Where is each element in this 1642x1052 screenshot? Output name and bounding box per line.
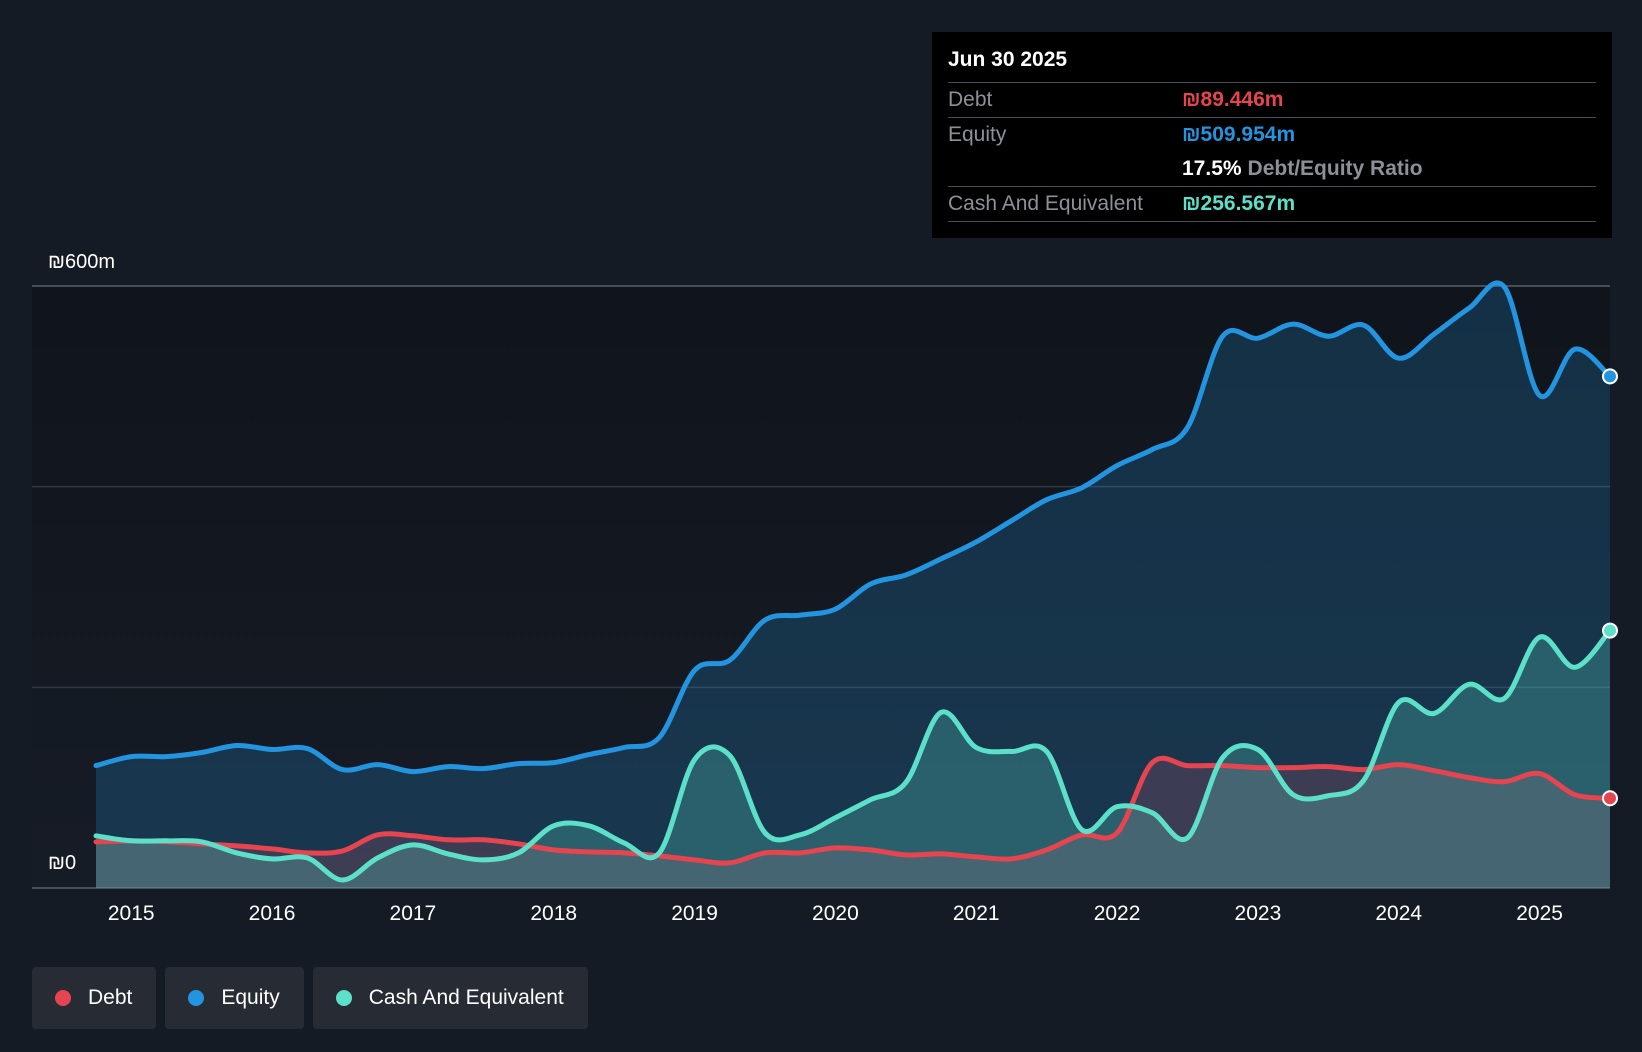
cash-and-equivalent-end-point [1602, 622, 1618, 639]
tooltip-cash-value: ₪256.567m [1182, 192, 1296, 215]
legend-cash-label: Cash And Equivalent [368, 986, 564, 1009]
equity-line [93, 280, 1613, 775]
tooltip-equity-value: ₪509.954m [1182, 123, 1296, 146]
debt-dot-icon [55, 990, 71, 1006]
plot-background [32, 286, 1610, 888]
cash-dot-icon [335, 990, 352, 1006]
chart-legend: Debt Equity Cash And Equivalent [32, 967, 588, 1029]
legend-debt-label: Debt [88, 986, 133, 1009]
x-tick-2020: 2020 [812, 902, 859, 925]
x-tick-2022: 2022 [1094, 902, 1141, 925]
x-tick-2018: 2018 [530, 902, 577, 925]
x-tick-2016: 2016 [249, 902, 296, 925]
y-axis-zero-label: ₪0 [48, 852, 77, 874]
debt-line [93, 755, 1613, 866]
tooltip-cash-label: Cash And Equivalent [948, 192, 1143, 215]
debt-end-point [1602, 790, 1618, 807]
tooltip-debt-label: Debt [948, 88, 993, 111]
equity-area [96, 282, 1610, 888]
legend-item-debt[interactable]: Debt [32, 967, 157, 1029]
tooltip-debt-row: Debt ₪89.446m [948, 82, 1596, 117]
x-tick-2025: 2025 [1516, 902, 1563, 925]
x-tick-2015: 2015 [108, 902, 155, 925]
x-tick-2019: 2019 [671, 902, 718, 925]
equity-dot-icon [188, 990, 205, 1006]
legend-item-cash[interactable]: Cash And Equivalent [312, 967, 588, 1029]
tooltip-date: Jun 30 2025 [948, 48, 1068, 71]
tooltip-equity-label: Equity [948, 123, 1007, 146]
tooltip-ratio-value: 17.5% [1182, 157, 1242, 180]
legend-item-equity[interactable]: Equity [165, 967, 304, 1029]
tooltip-ratio-label: Debt/Equity Ratio [1247, 157, 1423, 180]
legend-equity-label: Equity [221, 986, 280, 1009]
x-tick-2017: 2017 [390, 902, 437, 925]
y-axis-max-label: ₪600m [48, 251, 116, 273]
x-tick-2021: 2021 [953, 902, 1000, 925]
chart-tooltip: Jun 30 2025 Debt ₪89.446m Equity ₪509.95… [932, 32, 1612, 238]
tooltip-equity-row: Equity ₪509.954m [948, 117, 1596, 152]
x-tick-2023: 2023 [1235, 902, 1282, 925]
x-tick-2024: 2024 [1375, 902, 1422, 925]
cash-and-equivalent-line [93, 628, 1613, 883]
tooltip-cash-row: Cash And Equivalent ₪256.567m [948, 186, 1596, 222]
tooltip-debt-value: ₪89.446m [1182, 88, 1284, 111]
equity-end-point [1602, 368, 1618, 385]
debt-area [96, 758, 1610, 888]
cash-and-equivalent-area [96, 630, 1610, 888]
tooltip-ratio-row: 17.5% Debt/Equity Ratio [948, 152, 1596, 186]
